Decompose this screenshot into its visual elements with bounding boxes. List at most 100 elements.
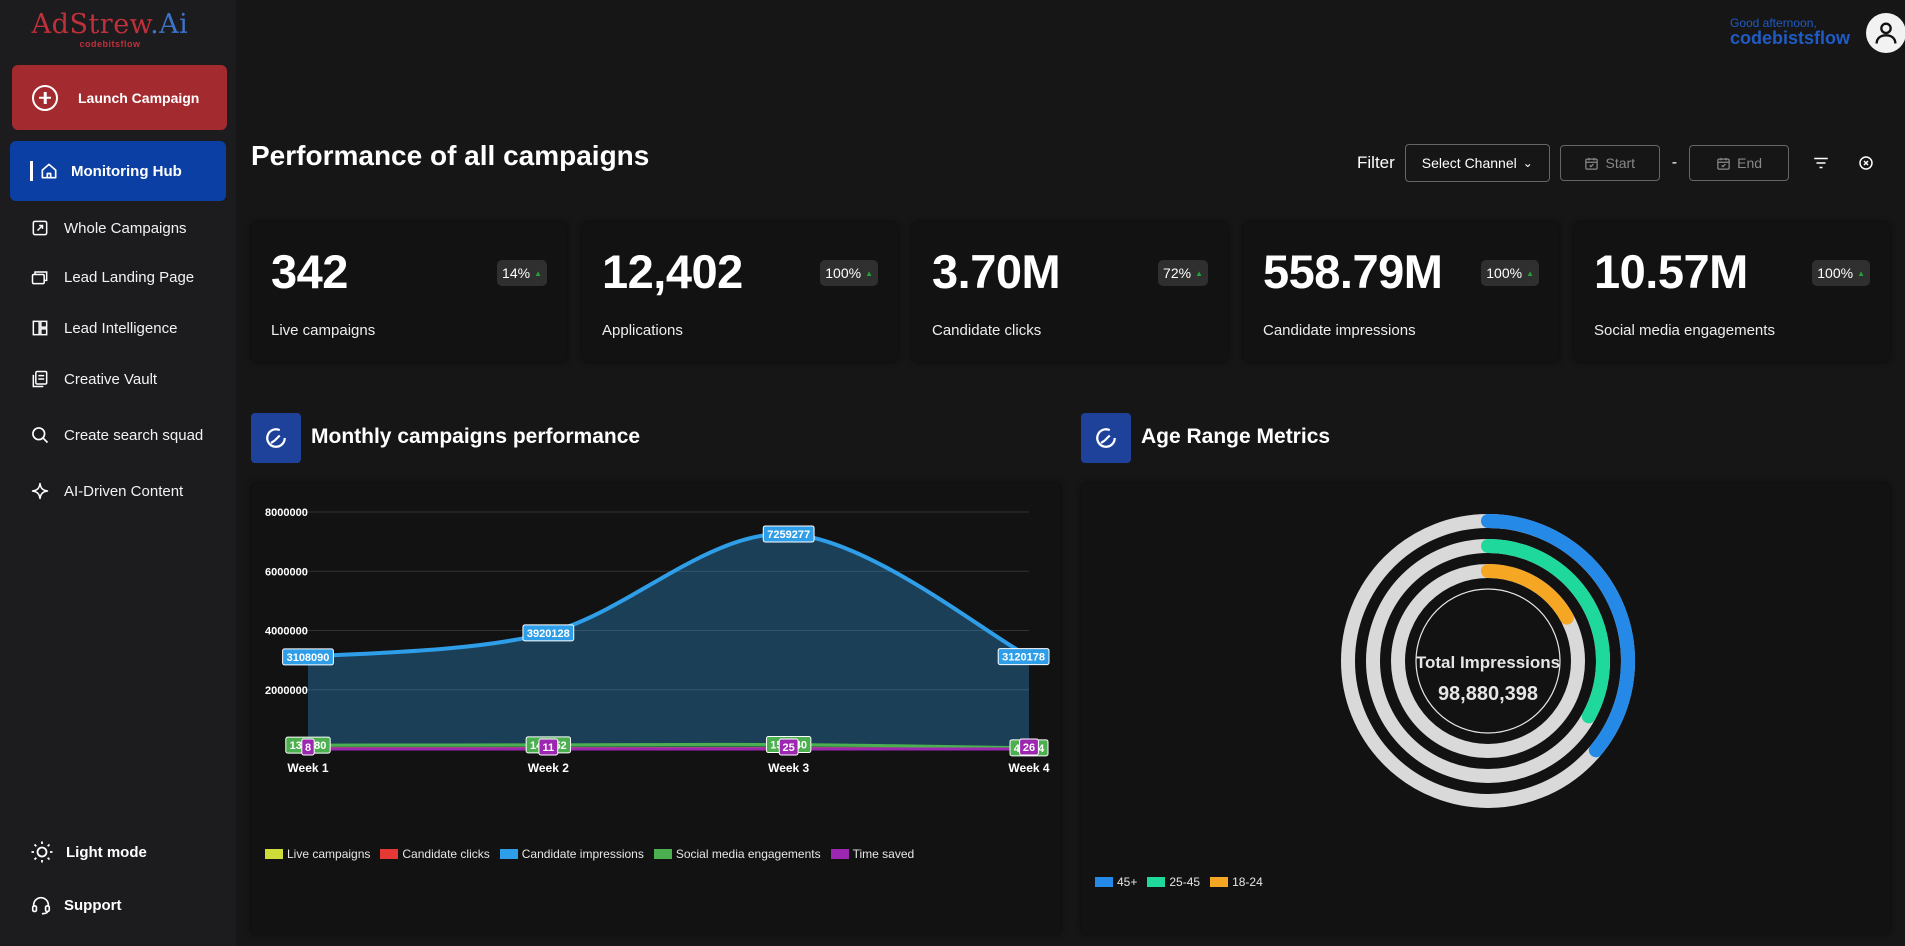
landing-page-icon (31, 271, 48, 285)
stat-value: 10.57M (1594, 245, 1748, 298)
data-label: 26 (1019, 738, 1039, 756)
arrow-up-icon: ▲ (1857, 268, 1865, 278)
light-mode-toggle[interactable]: Light mode (30, 840, 147, 864)
svg-text:11: 11 (543, 742, 555, 754)
legend-item[interactable]: 45+ (1095, 875, 1137, 889)
data-label: 3920128 (522, 624, 575, 642)
sidebar: AdStrew.Ai codebitsflow Launch Campaign … (0, 0, 236, 946)
sidebar-item-label: Monitoring Hub (71, 162, 182, 180)
sidebar-item-label: Creative Vault (64, 370, 158, 388)
center-value: 98,880,398 (1438, 683, 1538, 705)
arrow-up-icon: ▲ (865, 268, 873, 278)
filter-label: Filter (1357, 153, 1395, 172)
radial-bar[interactable] (1481, 514, 1635, 758)
stat-change: 100% (1486, 265, 1523, 281)
stat-value: 342 (271, 245, 348, 298)
x-tick-label: Week 4 (1008, 761, 1049, 775)
radial-bar[interactable] (1481, 539, 1610, 724)
legend-item[interactable]: Social media engagements (653, 847, 821, 861)
stat-value: 3.70M (932, 245, 1061, 298)
stat-change-badge: 100% ▲ (1812, 260, 1870, 286)
series-line[interactable] (307, 531, 1030, 659)
active-indicator (30, 161, 33, 181)
age-range-chart: Total Impressions 98,880,398 (1341, 514, 1635, 808)
avatar[interactable] (1866, 13, 1905, 53)
arrow-up-icon: ▲ (1195, 268, 1203, 278)
light-mode-label: Light mode (66, 843, 147, 861)
age-chart-panel: Total Impressions 98,880,398 45+ 25-45 18-2… (1081, 483, 1890, 934)
data-label: 25 (778, 738, 799, 756)
end-date-input[interactable]: End (1689, 145, 1790, 181)
close-icon[interactable] (1854, 151, 1878, 175)
filter-bar: Filter Select Channel ⌄ Start - End (1357, 144, 1878, 182)
start-date-input[interactable]: Start (1559, 145, 1660, 181)
support-label: Support (64, 896, 122, 914)
inner-circle (1415, 588, 1561, 734)
legend-item[interactable]: 25-45 (1147, 875, 1200, 889)
svg-text:26: 26 (1023, 742, 1035, 754)
svg-text:8: 8 (305, 742, 311, 754)
legend-item[interactable]: Live campaigns (265, 847, 370, 861)
stat-change-badge: 100% ▲ (820, 260, 878, 286)
support-link[interactable]: Support (30, 894, 122, 916)
stat-change: 100% (825, 265, 862, 281)
channel-select-value: Select Channel (1421, 155, 1517, 171)
logo-subtitle: codebitsflow (79, 39, 141, 49)
stat-label: Candidate impressions (1263, 322, 1416, 339)
svg-text:25: 25 (783, 742, 795, 754)
filter-icon[interactable] (1809, 151, 1833, 175)
sidebar-item-lead-intelligence[interactable]: Lead Intelligence (30, 316, 177, 340)
stat-change: 100% (1817, 265, 1854, 281)
center-label: Total Impressions (1416, 653, 1560, 672)
y-tick-label: 2000000 (265, 685, 308, 697)
svg-text:3108090: 3108090 (287, 652, 330, 664)
campaign-icon (32, 220, 48, 236)
legend-swatch (653, 849, 672, 859)
legend-item[interactable]: 18-24 (1210, 875, 1263, 889)
sidebar-item-create-search-squad[interactable]: Create search squad (30, 423, 203, 447)
svg-text:7259277: 7259277 (767, 529, 810, 541)
page-title: Performance of all campaigns (251, 140, 650, 171)
calendar-icon (1585, 157, 1599, 170)
logo-text-main: AdStrew (31, 9, 151, 40)
series-area (308, 533, 1029, 749)
monthly-chart-legend: Live campaigns Candidate clicks Candidate … (265, 847, 924, 861)
radial-bar[interactable] (1481, 564, 1574, 625)
arrow-up-icon: ▲ (534, 268, 542, 278)
launch-campaign-button[interactable]: Launch Campaign (12, 65, 227, 130)
home-icon (41, 163, 57, 179)
monthly-performance-title: Monthly campaigns performance (311, 425, 641, 448)
greeting-text: Good afternoon, (1729, 16, 1817, 30)
brand-logo[interactable]: AdStrew.Ai codebitsflow (0, 9, 220, 50)
svg-text:3120178: 3120178 (1002, 652, 1045, 664)
legend-item[interactable]: Time saved (830, 847, 914, 861)
age-range-title: Age Range Metrics (1141, 425, 1331, 448)
legend-swatch (1095, 877, 1113, 887)
stat-card-live-campaigns: 342 14% ▲ Live campaigns (251, 222, 567, 362)
data-label: 3108090 (282, 648, 334, 666)
stat-card-social-engagements: 10.57M 100% ▲ Social media engagements (1574, 222, 1890, 362)
legend-swatch (830, 849, 849, 859)
legend-item[interactable]: Candidate impressions (499, 847, 644, 861)
data-label: 8 (301, 738, 315, 756)
stat-label: Live campaigns (271, 322, 376, 339)
sidebar-item-ai-driven-content[interactable]: AI-Driven Content (30, 479, 183, 503)
legend-item[interactable]: Candidate clicks (380, 847, 490, 861)
sidebar-item-whole-campaigns[interactable]: Whole Campaigns (30, 216, 187, 240)
sidebar-item-monitoring-hub[interactable]: Monitoring Hub (10, 141, 226, 201)
channel-select[interactable]: Select Channel ⌄ (1404, 144, 1550, 182)
stat-change: 72% (1163, 265, 1192, 281)
headset-icon (31, 896, 51, 915)
sidebar-item-label: Lead Intelligence (64, 319, 178, 337)
sidebar-item-lead-landing-page[interactable]: Lead Landing Page (30, 265, 194, 289)
legend-swatch (1210, 877, 1229, 887)
series-line[interactable] (307, 742, 1030, 750)
sidebar-item-creative-vault[interactable]: Creative Vault (30, 367, 157, 391)
monthly-chart-panel: 2000000 4000000 6000000 8000000 Week 1 Week 2… (251, 483, 1061, 934)
legend-label: Social media engagements (675, 847, 821, 861)
y-tick-label: 8000000 (265, 507, 308, 519)
sidebar-item-label: Whole Campaigns (64, 219, 187, 237)
end-date-placeholder: End (1737, 155, 1763, 171)
y-tick-label: 6000000 (265, 566, 308, 578)
user-icon (1875, 22, 1897, 44)
